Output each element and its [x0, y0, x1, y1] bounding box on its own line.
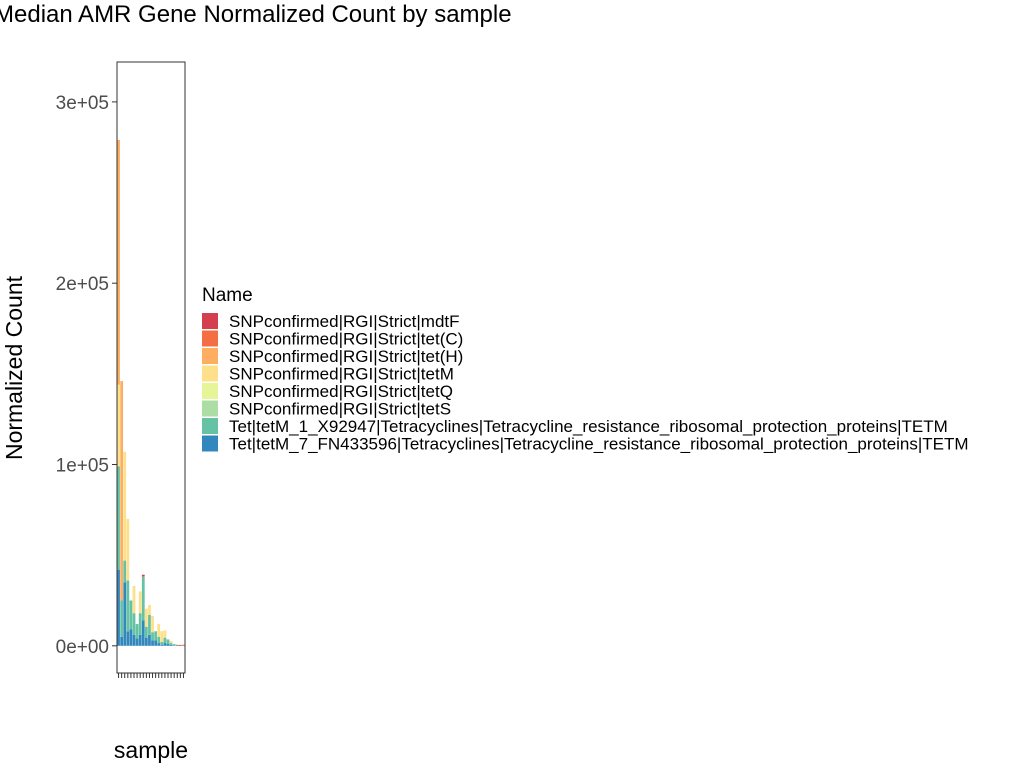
- bar-segment-11-7: [151, 640, 154, 646]
- bar-segment-19-7: [175, 645, 179, 646]
- plot-area: [117, 139, 185, 646]
- bar-segment-9-6: [144, 626, 148, 638]
- bar-segment-0-2: [117, 139, 120, 385]
- bar-segment-10-3: [148, 605, 151, 615]
- bar-segment-4-7: [129, 629, 133, 646]
- bar-segment-16-7: [166, 643, 170, 646]
- bar-segment-14-3: [160, 631, 164, 642]
- legend-label: SNPconfirmed|RGI|Strict|tetQ: [229, 382, 453, 401]
- y-axis-title: Normalized Count: [1, 275, 27, 460]
- bar-segment-9-3: [144, 608, 148, 627]
- bar-segment-6-6: [135, 624, 139, 639]
- chart-title: Median AMR Gene Normalized Count by samp…: [0, 1, 512, 28]
- bar-segment-8-1: [141, 576, 145, 577]
- plot-panel-border: [116, 61, 186, 674]
- bar-segment-14-6: [160, 642, 164, 645]
- bar-segment-14-7: [160, 644, 164, 646]
- bar-segment-2-3: [123, 451, 127, 561]
- bar-segment-4-6: [129, 600, 133, 630]
- bar-segment-2-7: [123, 582, 127, 646]
- bar-segment-11-3: [151, 615, 154, 633]
- legend-label: Tet|tetM_7_FN433596|Tetracyclines|Tetrac…: [229, 435, 969, 454]
- legend-label: Tet|tetM_1_X92947|Tetracyclines|Tetracyc…: [229, 417, 948, 436]
- bar-segment-10-7: [148, 634, 151, 646]
- legend-key: [202, 383, 218, 399]
- bar-segment-17-6: [169, 643, 173, 645]
- legend-label: SNPconfirmed|RGI|Strict|tet(H): [229, 347, 463, 366]
- bar-segment-5-6: [132, 613, 136, 635]
- legend-label: SNPconfirmed|RGI|Strict|tetS: [229, 400, 451, 419]
- bar-segment-13-6: [157, 636, 161, 644]
- bar-segment-7-7: [138, 634, 142, 646]
- bar-segment-21-1: [182, 644, 185, 646]
- legend-label: SNPconfirmed|RGI|Strict|mdtF: [229, 312, 460, 331]
- bar-segment-9-7: [144, 637, 148, 646]
- legend-key: [202, 365, 218, 382]
- bar-segment-18-6: [172, 644, 176, 646]
- x-axis-title: sample: [114, 737, 188, 763]
- y-tick-label: 1e+05: [56, 455, 109, 476]
- bar-segment-16-6: [166, 639, 170, 644]
- legend-key: [202, 400, 218, 417]
- bar-segment-1-7: [120, 636, 124, 646]
- bar-segment-15-7: [163, 643, 167, 646]
- y-axis: 0e+00 1e+05 2e+05 3e+05: [56, 93, 117, 658]
- bar-segment-5-3: [132, 585, 136, 614]
- x-axis: [118, 673, 184, 678]
- y-tick-label: 3e+05: [56, 93, 109, 114]
- bar-segment-0-3: [117, 384, 120, 467]
- bar-segment-0-7: [117, 569, 120, 646]
- bar-segment-19-3: [175, 644, 179, 645]
- bar-segment-8-7: [141, 620, 145, 646]
- legend-key: [202, 330, 218, 347]
- bar-segment-11-6: [151, 632, 154, 641]
- bar-segment-13-7: [157, 643, 161, 646]
- bar-segment-7-6: [138, 613, 142, 635]
- legend-key: [202, 435, 218, 452]
- legend-label: SNPconfirmed|RGI|Strict|tetM: [229, 365, 454, 384]
- legend-key: [202, 313, 218, 329]
- bar-segment-6-7: [135, 638, 139, 646]
- bar-segment-3-6: [126, 580, 130, 632]
- legend: Name SNPconfirmed|RGI|Strict|mdtFSNPconf…: [202, 285, 969, 454]
- y-tick-label: 0e+00: [56, 637, 109, 658]
- bar-segment-12-7: [154, 640, 158, 646]
- bar-segment-7-3: [138, 591, 142, 614]
- bar-segment-17-7: [169, 644, 173, 646]
- bar-segment-1-2: [120, 381, 124, 601]
- bar-segment-12-6: [154, 631, 158, 641]
- legend-title: Name: [202, 285, 253, 306]
- bar-segment-8-0: [141, 574, 145, 576]
- bar-segment-3-3: [126, 518, 130, 581]
- bar-segment-18-7: [172, 645, 176, 646]
- y-tick-label: 2e+05: [56, 274, 109, 295]
- bar-segment-13-3: [157, 624, 161, 637]
- bar-segment-20-0: [178, 644, 182, 646]
- bar-segment-15-6: [163, 637, 167, 644]
- bar-segment-17-3: [169, 640, 173, 644]
- bar-segment-2-6: [123, 560, 127, 583]
- bar-segment-3-7: [126, 631, 130, 646]
- bar-segment-1-6: [120, 600, 124, 637]
- bar-segment-8-6: [141, 576, 145, 621]
- legend-key: [202, 348, 218, 364]
- bar-segment-0-6: [117, 466, 120, 570]
- bar-segment-15-3: [163, 630, 167, 638]
- bar-segment-10-6: [148, 614, 151, 635]
- legend-label: SNPconfirmed|RGI|Strict|tet(C): [229, 330, 463, 349]
- legend-key: [202, 418, 218, 434]
- bar-segment-5-7: [132, 634, 136, 646]
- bar-segment-19-6: [175, 644, 179, 646]
